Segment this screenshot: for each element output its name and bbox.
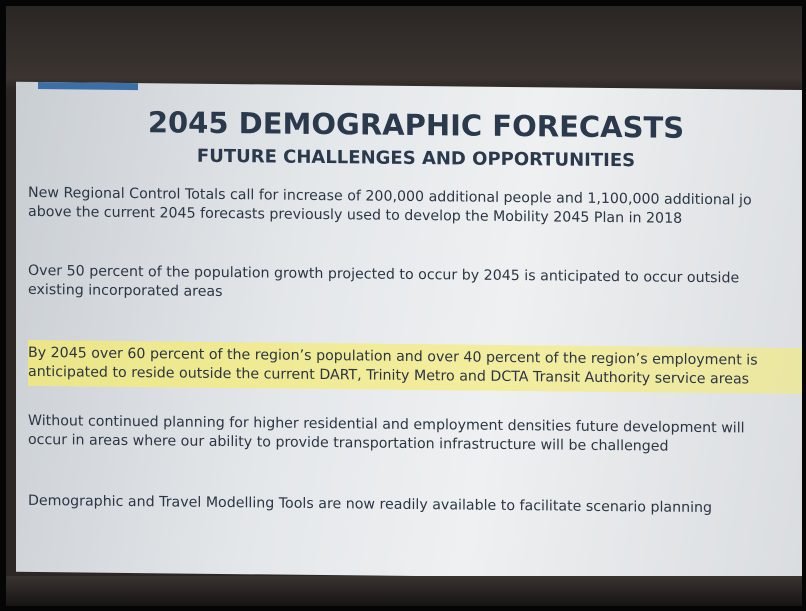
accent-bar <box>38 82 138 90</box>
paragraph-text: New Regional Control Totals call for inc… <box>28 184 802 230</box>
paragraph: Demographic and Travel Modelling Tools a… <box>28 492 802 519</box>
slide: 2045 DEMOGRAPHIC FORECASTS FUTURE CHALLE… <box>16 82 802 580</box>
paragraph: Over 50 percent of the population growth… <box>28 262 802 308</box>
paragraph: By 2045 over 60 percent of the region’s … <box>28 340 802 394</box>
paragraph-text: Demographic and Travel Modelling Tools a… <box>28 492 802 519</box>
paragraph: Without continued planning for higher re… <box>28 412 802 458</box>
paragraph-text: Without continued planning for higher re… <box>28 412 802 458</box>
paragraph-text: By 2045 over 60 percent of the region’s … <box>28 340 802 394</box>
screen-bezel <box>6 576 802 606</box>
photo-frame: 2045 DEMOGRAPHIC FORECASTS FUTURE CHALLE… <box>6 6 802 606</box>
paragraph-text: Over 50 percent of the population growth… <box>28 262 802 308</box>
paragraph: New Regional Control Totals call for inc… <box>28 184 802 230</box>
slide-subtitle: FUTURE CHALLENGES AND OPPORTUNITIES <box>16 144 802 173</box>
slide-title: 2045 DEMOGRAPHIC FORECASTS <box>16 104 802 146</box>
text-line: Demographic and Travel Modelling Tools a… <box>28 492 802 519</box>
page: 2045 DEMOGRAPHIC FORECASTS FUTURE CHALLE… <box>0 0 806 611</box>
